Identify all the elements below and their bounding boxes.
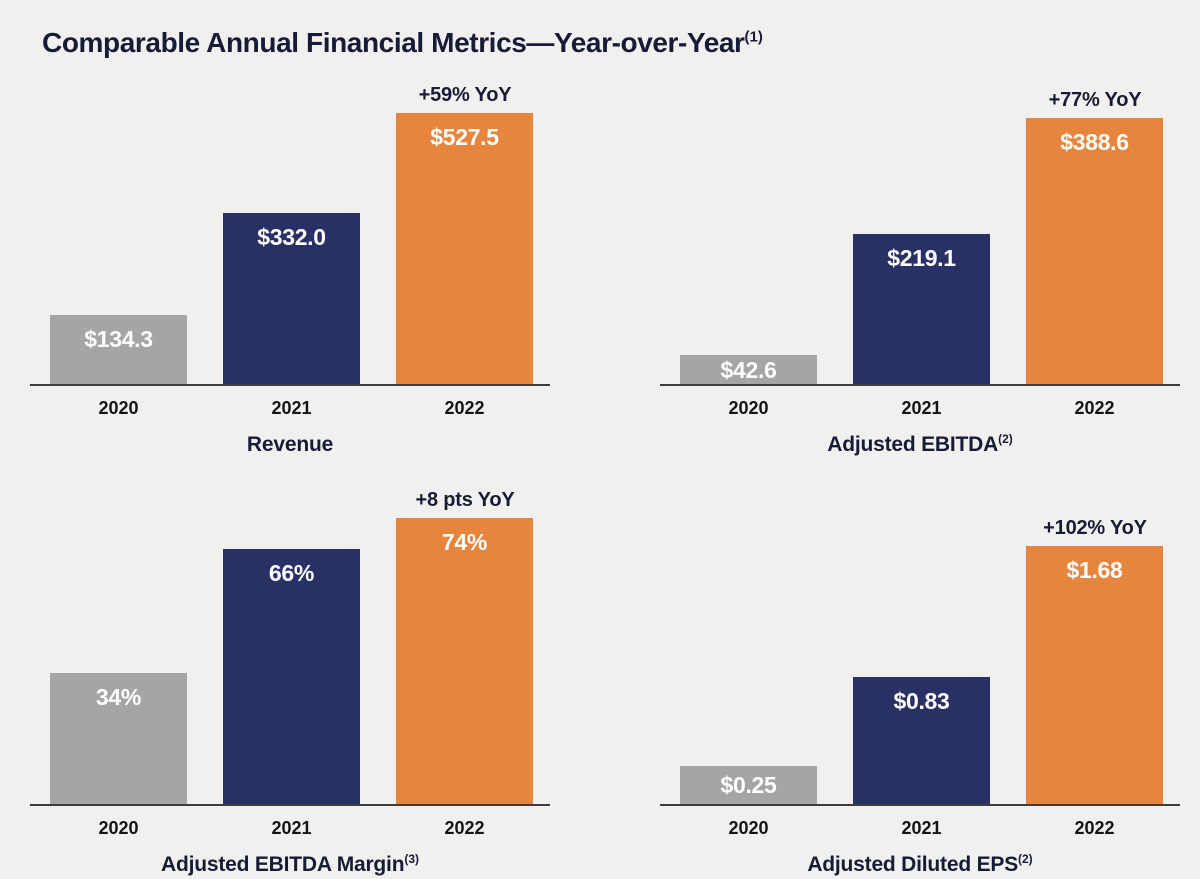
bar-2022: $527.5 <box>396 113 533 384</box>
bar-value-label: $0.25 <box>720 772 777 798</box>
chart-title-text: Adjusted EBITDA Margin <box>161 853 405 876</box>
chart-title: Adjusted EBITDA Margin(3) <box>30 846 550 878</box>
x-axis-label-2020: 2020 <box>728 818 769 838</box>
x-axis-label-2022: 2022 <box>444 818 485 838</box>
x-axis-label-2020: 2020 <box>728 398 769 418</box>
x-axis-labels: 2020 2021 2022 <box>30 386 550 422</box>
bar-value-label: $388.6 <box>1060 129 1129 155</box>
x-axis-labels: 2020 2021 2022 <box>660 386 1180 422</box>
x-axis-label-2021: 2021 <box>901 818 942 838</box>
bar-2022: 74% <box>396 518 533 804</box>
x-axis-label-2020: 2020 <box>98 818 139 838</box>
bar-value-label: $0.83 <box>893 688 950 714</box>
yoy-annotation: +59% YoY <box>418 84 512 106</box>
chart-title-text: Revenue <box>246 433 334 456</box>
x-axis-label-2021: 2021 <box>271 818 312 838</box>
x-axis-label-2022: 2022 <box>444 398 485 418</box>
x-axis-labels: 2020 2021 2022 <box>660 806 1180 842</box>
chart-title: Revenue <box>30 426 550 458</box>
plot-area: +77% YoY $42.6 $219.1 $388.6 <box>660 85 1180 386</box>
bar-2021: 66% <box>223 549 360 804</box>
bar-value-label: 74% <box>441 529 488 555</box>
bar-value-label: $527.5 <box>430 124 499 150</box>
x-axis-label-2022: 2022 <box>1074 818 1115 838</box>
plot-area: +59% YoY $134.3 $332.0 $527.5 <box>30 84 550 386</box>
page-title-superscript: (1) <box>744 28 763 46</box>
chart-title-text: Adjusted EBITDA <box>827 433 999 456</box>
bar-chart-revenue: +59% YoY $134.3 $332.0 $527.5 2020 2021 2022… <box>30 84 550 458</box>
bar-value-label: $42.6 <box>720 356 777 383</box>
x-axis-label-2022: 2022 <box>1074 398 1115 418</box>
chart-title: Adjusted EBITDA(2) <box>660 426 1180 458</box>
yoy-annotation: +8 pts YoY <box>415 489 515 511</box>
chart-title-text: Adjusted Diluted EPS <box>807 853 1018 876</box>
yoy-annotation: +77% YoY <box>1048 89 1142 111</box>
bar-2021: $219.1 <box>853 234 990 384</box>
bar-2020: $42.6 <box>680 355 817 384</box>
plot-area: +102% YoY $0.25 $0.83 $1.68 <box>660 505 1180 806</box>
bar-value-label: $1.68 <box>1066 557 1123 583</box>
x-axis-label-2021: 2021 <box>271 398 312 418</box>
bar-value-label: 34% <box>95 684 142 710</box>
x-axis-label-2021: 2021 <box>901 398 942 418</box>
page-title-text: Comparable Annual Financial Metrics—Year… <box>42 26 745 58</box>
yoy-annotation: +102% YoY <box>1043 517 1147 539</box>
bar-2022: $1.68 <box>1026 546 1163 804</box>
plot-area: +8 pts YoY 34% 66% 74% <box>30 489 550 806</box>
bar-2020: $0.25 <box>680 766 817 804</box>
bar-chart-adjusted-ebitda-margin: +8 pts YoY 34% 66% 74% 2020 2021 2022 Adjust… <box>30 489 550 878</box>
x-axis-labels: 2020 2021 2022 <box>30 806 550 842</box>
chart-title-superscript: (3) <box>404 852 419 866</box>
chart-title: Adjusted Diluted EPS(2) <box>660 846 1180 878</box>
bar-2020: 34% <box>50 673 187 804</box>
chart-title-superscript: (2) <box>998 432 1013 446</box>
bar-chart-adjusted-ebitda: +77% YoY $42.6 $219.1 $388.6 2020 2021 2022 … <box>660 85 1180 458</box>
bar-value-label: $134.3 <box>84 326 153 352</box>
bar-chart-adjusted-diluted-eps: +102% YoY $0.25 $0.83 $1.68 2020 2021 2022 A… <box>660 505 1180 878</box>
chart-title-superscript: (2) <box>1018 852 1033 866</box>
page-title: Comparable Annual Financial Metrics—Year… <box>42 27 763 59</box>
bar-2021: $332.0 <box>223 213 360 384</box>
x-axis-label-2020: 2020 <box>98 398 139 418</box>
bar-value-label: $332.0 <box>257 224 326 250</box>
bar-2022: $388.6 <box>1026 118 1163 384</box>
bar-value-label: 66% <box>268 560 315 586</box>
bar-2020: $134.3 <box>50 315 187 384</box>
bar-2021: $0.83 <box>853 677 990 804</box>
bar-value-label: $219.1 <box>887 245 956 271</box>
